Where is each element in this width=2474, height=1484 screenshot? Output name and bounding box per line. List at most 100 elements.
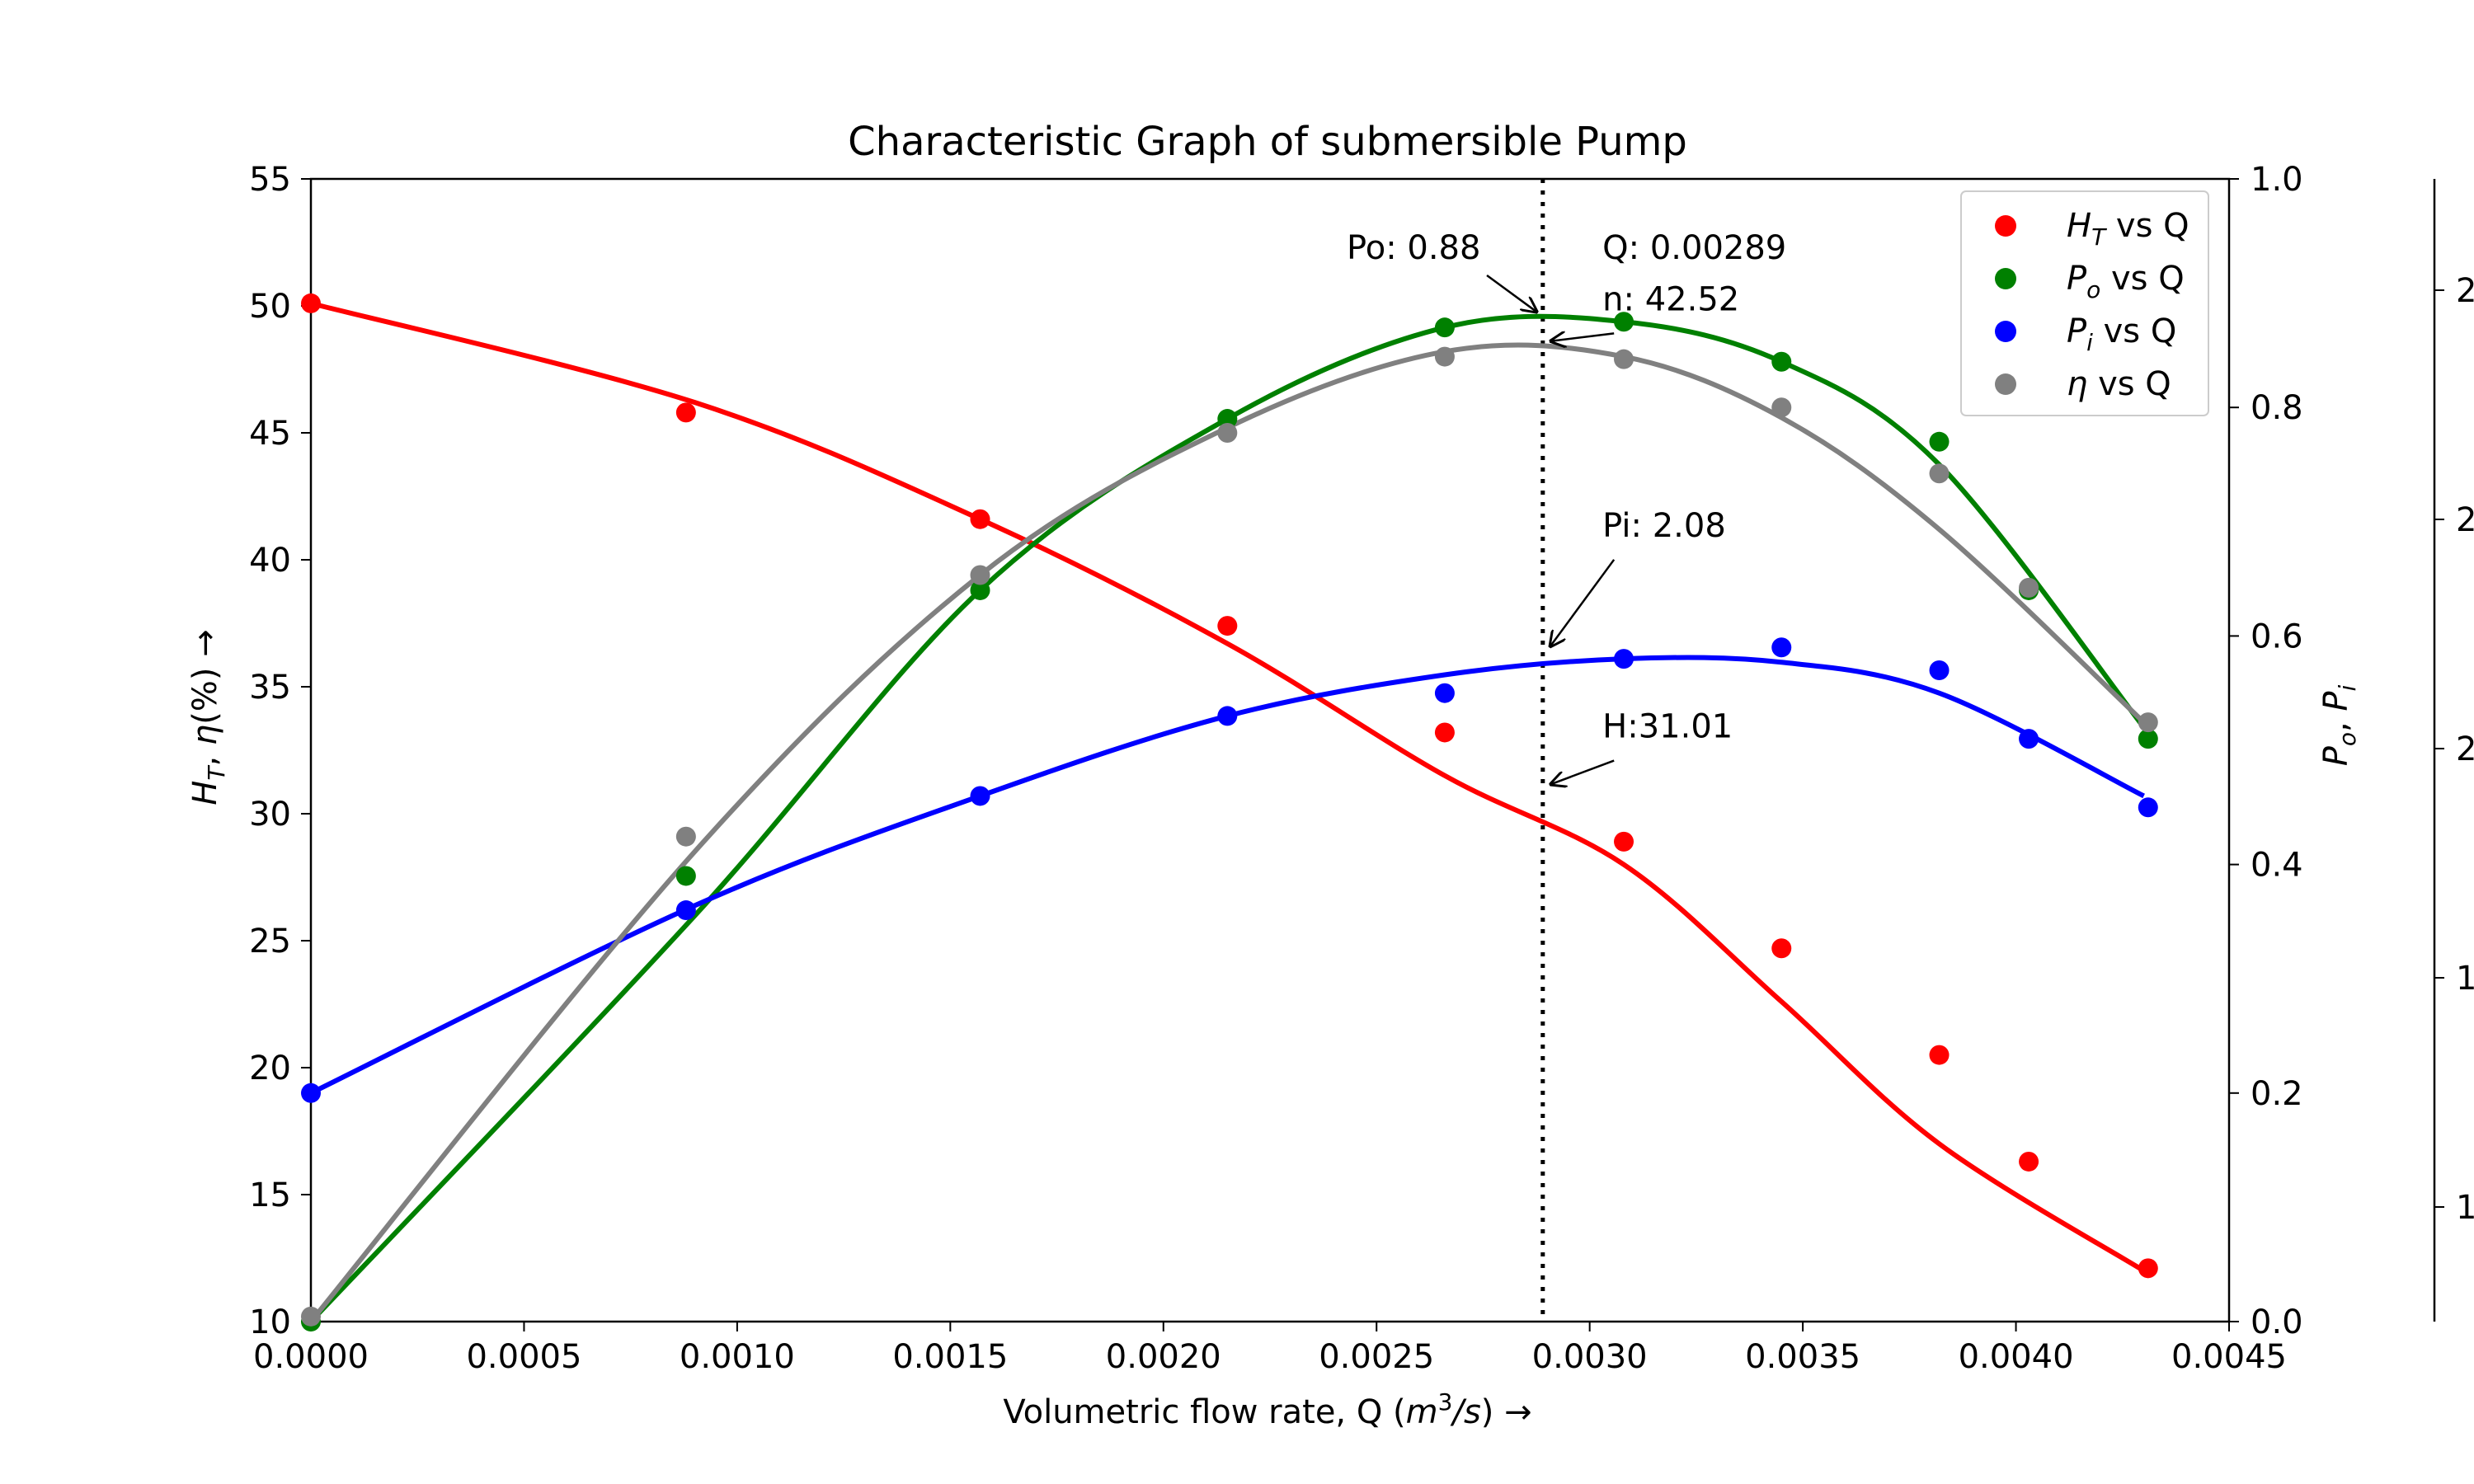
y-tick-label-right: 0.2 — [2251, 1075, 2303, 1113]
fit-line — [310, 301, 2146, 1273]
data-points — [301, 293, 2158, 1331]
data-point — [1614, 349, 1634, 369]
data-point — [970, 565, 990, 585]
data-point — [1434, 317, 1455, 338]
third-axis-tick-label: 2 — [2456, 730, 2474, 768]
y-tick-label-right: 0.6 — [2251, 618, 2303, 655]
y-tick-label-left: 35 — [249, 669, 291, 707]
legend-label: η vs Q — [2067, 365, 2171, 403]
data-point — [1929, 660, 1950, 680]
data-point — [1614, 831, 1634, 852]
annotation-arrow — [1550, 333, 1615, 341]
data-point — [2138, 729, 2158, 749]
legend-label: Pi vs Q — [2067, 312, 2176, 356]
third-axis-tick-label: 2 — [2456, 501, 2474, 539]
y-tick-label-left: 25 — [249, 923, 291, 960]
y-axis-label-left: HT, η(%) → — [186, 629, 230, 805]
legend-marker — [1995, 321, 2016, 342]
y-tick-label-left: 30 — [249, 796, 291, 834]
annotation-arrow — [1550, 759, 1615, 785]
annotation-label: n: 42.52 — [1602, 280, 1739, 318]
legend-marker — [1995, 215, 2016, 237]
x-tick-label: 0.0010 — [680, 1338, 795, 1376]
y-axis-label-right: Po, Pi — [2317, 684, 2361, 766]
annotation-label: Pi: 2.08 — [1602, 507, 1726, 545]
data-point — [2019, 729, 2039, 749]
annotation-label: Po: 0.88 — [1347, 229, 1480, 267]
data-point — [2138, 797, 2158, 818]
data-point — [675, 866, 696, 886]
y-tick-label-left: 40 — [249, 542, 291, 580]
third-axis-tick-label: 1 — [2456, 960, 2474, 998]
x-tick-label: 0.0030 — [1532, 1338, 1648, 1376]
data-point — [1929, 1045, 1950, 1065]
x-axis-label: Volumetric flow rate, Q (m3/s) → — [1003, 1388, 1531, 1431]
legend-box — [1960, 190, 2209, 416]
annotation-label: Q: 0.00289 — [1602, 229, 1786, 267]
data-point — [1614, 312, 1634, 332]
data-point — [970, 509, 990, 529]
fit-line — [308, 342, 2146, 1323]
legend-marker — [1995, 373, 2016, 395]
data-point — [1771, 637, 1792, 658]
y-tick-label-right: 0.8 — [2251, 389, 2303, 427]
data-point — [1217, 616, 1238, 636]
x-tick-label: 0.0020 — [1106, 1338, 1221, 1376]
data-point — [2019, 577, 2039, 598]
data-point — [1771, 351, 1792, 372]
legend: HT vs Q Po vs Q Pi vs Q η vs Q — [1960, 190, 2209, 416]
data-point — [301, 293, 321, 313]
data-point — [970, 580, 990, 600]
legend-marker — [1995, 268, 2016, 289]
annotations: Po: 0.88 Q: 0.00289 n: 42.52 Pi: 2.08 H:31.0… — [1347, 229, 1786, 785]
x-tick-label: 0.0025 — [1319, 1338, 1434, 1376]
axes: 0.0000 0.0005 0.0010 0.0015 0.0020 0.0025 0.00… — [249, 161, 2474, 1376]
data-point — [1217, 706, 1238, 726]
data-point — [1434, 683, 1455, 703]
data-point — [675, 900, 696, 921]
chart-title: Characteristic Graph of submersible Pump — [848, 119, 1687, 165]
y-tick-label-left: 10 — [249, 1303, 291, 1341]
data-point — [2138, 712, 2158, 733]
y-tick-label-left: 50 — [249, 288, 291, 326]
x-tick-label: 0.0035 — [1745, 1338, 1860, 1376]
x-tick-label: 0.0045 — [2171, 1338, 2287, 1376]
data-point — [675, 826, 696, 847]
y-tick-label-right: 1.0 — [2251, 161, 2303, 199]
fit-line — [308, 313, 2146, 1324]
legend-label: HT vs Q — [2067, 207, 2189, 251]
y-tick-label-right: 0.4 — [2251, 847, 2303, 885]
data-point — [2019, 1151, 2039, 1172]
third-axis-tick-label: 2 — [2456, 272, 2474, 310]
y-tick-label-left: 55 — [249, 161, 291, 199]
data-point — [1217, 423, 1238, 443]
plot-frame — [309, 177, 2231, 1323]
data-point — [301, 1082, 321, 1103]
data-point — [1217, 409, 1238, 430]
data-point — [970, 786, 990, 806]
data-point — [1614, 649, 1634, 669]
data-point — [1771, 397, 1792, 418]
data-point — [2138, 1258, 2158, 1279]
x-tick-label: 0.0015 — [892, 1338, 1008, 1376]
third-axis-tick-label: 1 — [2456, 1189, 2474, 1227]
x-tick-label: 0.0005 — [466, 1338, 581, 1376]
data-point — [301, 1306, 321, 1327]
data-point — [1771, 938, 1792, 959]
data-point — [1434, 346, 1455, 367]
y-tick-label-left: 15 — [249, 1176, 291, 1214]
y-tick-label-left: 45 — [249, 415, 291, 453]
y-tick-label-left: 20 — [249, 1050, 291, 1087]
x-tick-label: 0.0000 — [253, 1338, 369, 1376]
annotation-arrow — [1486, 275, 1538, 312]
fit-line — [309, 655, 2145, 1096]
legend-label: Po vs Q — [2067, 260, 2185, 303]
fit-lines — [308, 301, 2146, 1324]
annotation-arrow — [1550, 559, 1616, 648]
x-tick-label: 0.0040 — [1959, 1338, 2074, 1376]
annotation-label: H:31.01 — [1602, 708, 1733, 746]
data-point — [675, 402, 696, 423]
data-point — [1929, 463, 1950, 484]
data-point — [1434, 722, 1455, 743]
